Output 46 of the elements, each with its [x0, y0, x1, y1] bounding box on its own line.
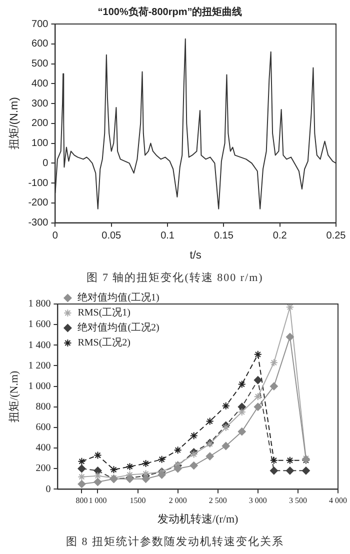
y-tick-label: 700: [32, 18, 49, 30]
x-tick-label: 0.2: [272, 230, 288, 242]
y-tick-label: 200: [36, 463, 51, 474]
y-tick-label: 1 000: [28, 380, 51, 392]
y-tick-label: 0: [42, 158, 49, 169]
legend-label: RMS(工况2): [78, 338, 130, 349]
y-tick-label: 1 600: [28, 319, 51, 330]
legend-label: 绝对值均值(工况2): [78, 322, 160, 334]
x-tick-label: 0.1: [160, 230, 175, 242]
x-axis-title: 发动机转速/(r/m): [158, 512, 239, 526]
chart-title: “100%负荷-800rpm”的扭矩曲线: [98, 6, 242, 18]
y-tick-label: 800: [36, 402, 51, 413]
y-tick-label: -100: [28, 178, 49, 189]
y-axis-title: 扭矩/(N.m): [8, 370, 20, 422]
y-tick-label: -200: [28, 198, 49, 209]
x-tick-label: 1 000: [88, 496, 107, 506]
caption: 图 7 轴的扭矩变化(转速 800 r/m): [86, 270, 264, 286]
x-tick-label: 2 000: [168, 496, 187, 506]
x-tick-label: 0: [52, 230, 58, 242]
y-tick-label: 400: [32, 78, 49, 90]
legend-label: RMS(工况1): [78, 308, 130, 319]
x-tick-label: 0.25: [326, 230, 346, 242]
legend-label: 绝对值均值(工况1): [78, 292, 160, 304]
x-axis-title: t/s: [190, 249, 202, 262]
y-tick-label: 200: [32, 118, 49, 130]
x-tick-label: 0.05: [102, 230, 122, 242]
x-tick-label: 800: [76, 496, 88, 506]
x-tick-label: 2 500: [208, 496, 227, 506]
y-tick-label: 500: [32, 58, 49, 70]
x-tick-label: 3 500: [288, 496, 307, 506]
y-tick-label: 300: [32, 98, 49, 110]
y-axis-title: 扭矩/(N.m): [8, 97, 21, 150]
x-tick-label: 4 000: [329, 496, 347, 506]
y-tick-label: 600: [36, 422, 51, 434]
x-tick-label: 0.15: [214, 230, 234, 242]
x-tick-label: 3 000: [248, 496, 267, 506]
y-tick-label: 1 400: [28, 340, 51, 351]
y-tick-label: -300: [28, 218, 49, 229]
y-tick-label: 0: [46, 484, 51, 495]
x-tick-label: 1500: [130, 496, 146, 506]
y-tick-label: 1 200: [28, 360, 51, 372]
caption: 图 8 扭矩统计参数随发动机转速变化关系: [65, 534, 285, 550]
y-tick-label: 400: [36, 442, 51, 454]
y-tick-label: 100: [32, 138, 49, 150]
y-tick-label: 1 800: [28, 298, 51, 310]
y-tick-label: 600: [32, 38, 49, 50]
